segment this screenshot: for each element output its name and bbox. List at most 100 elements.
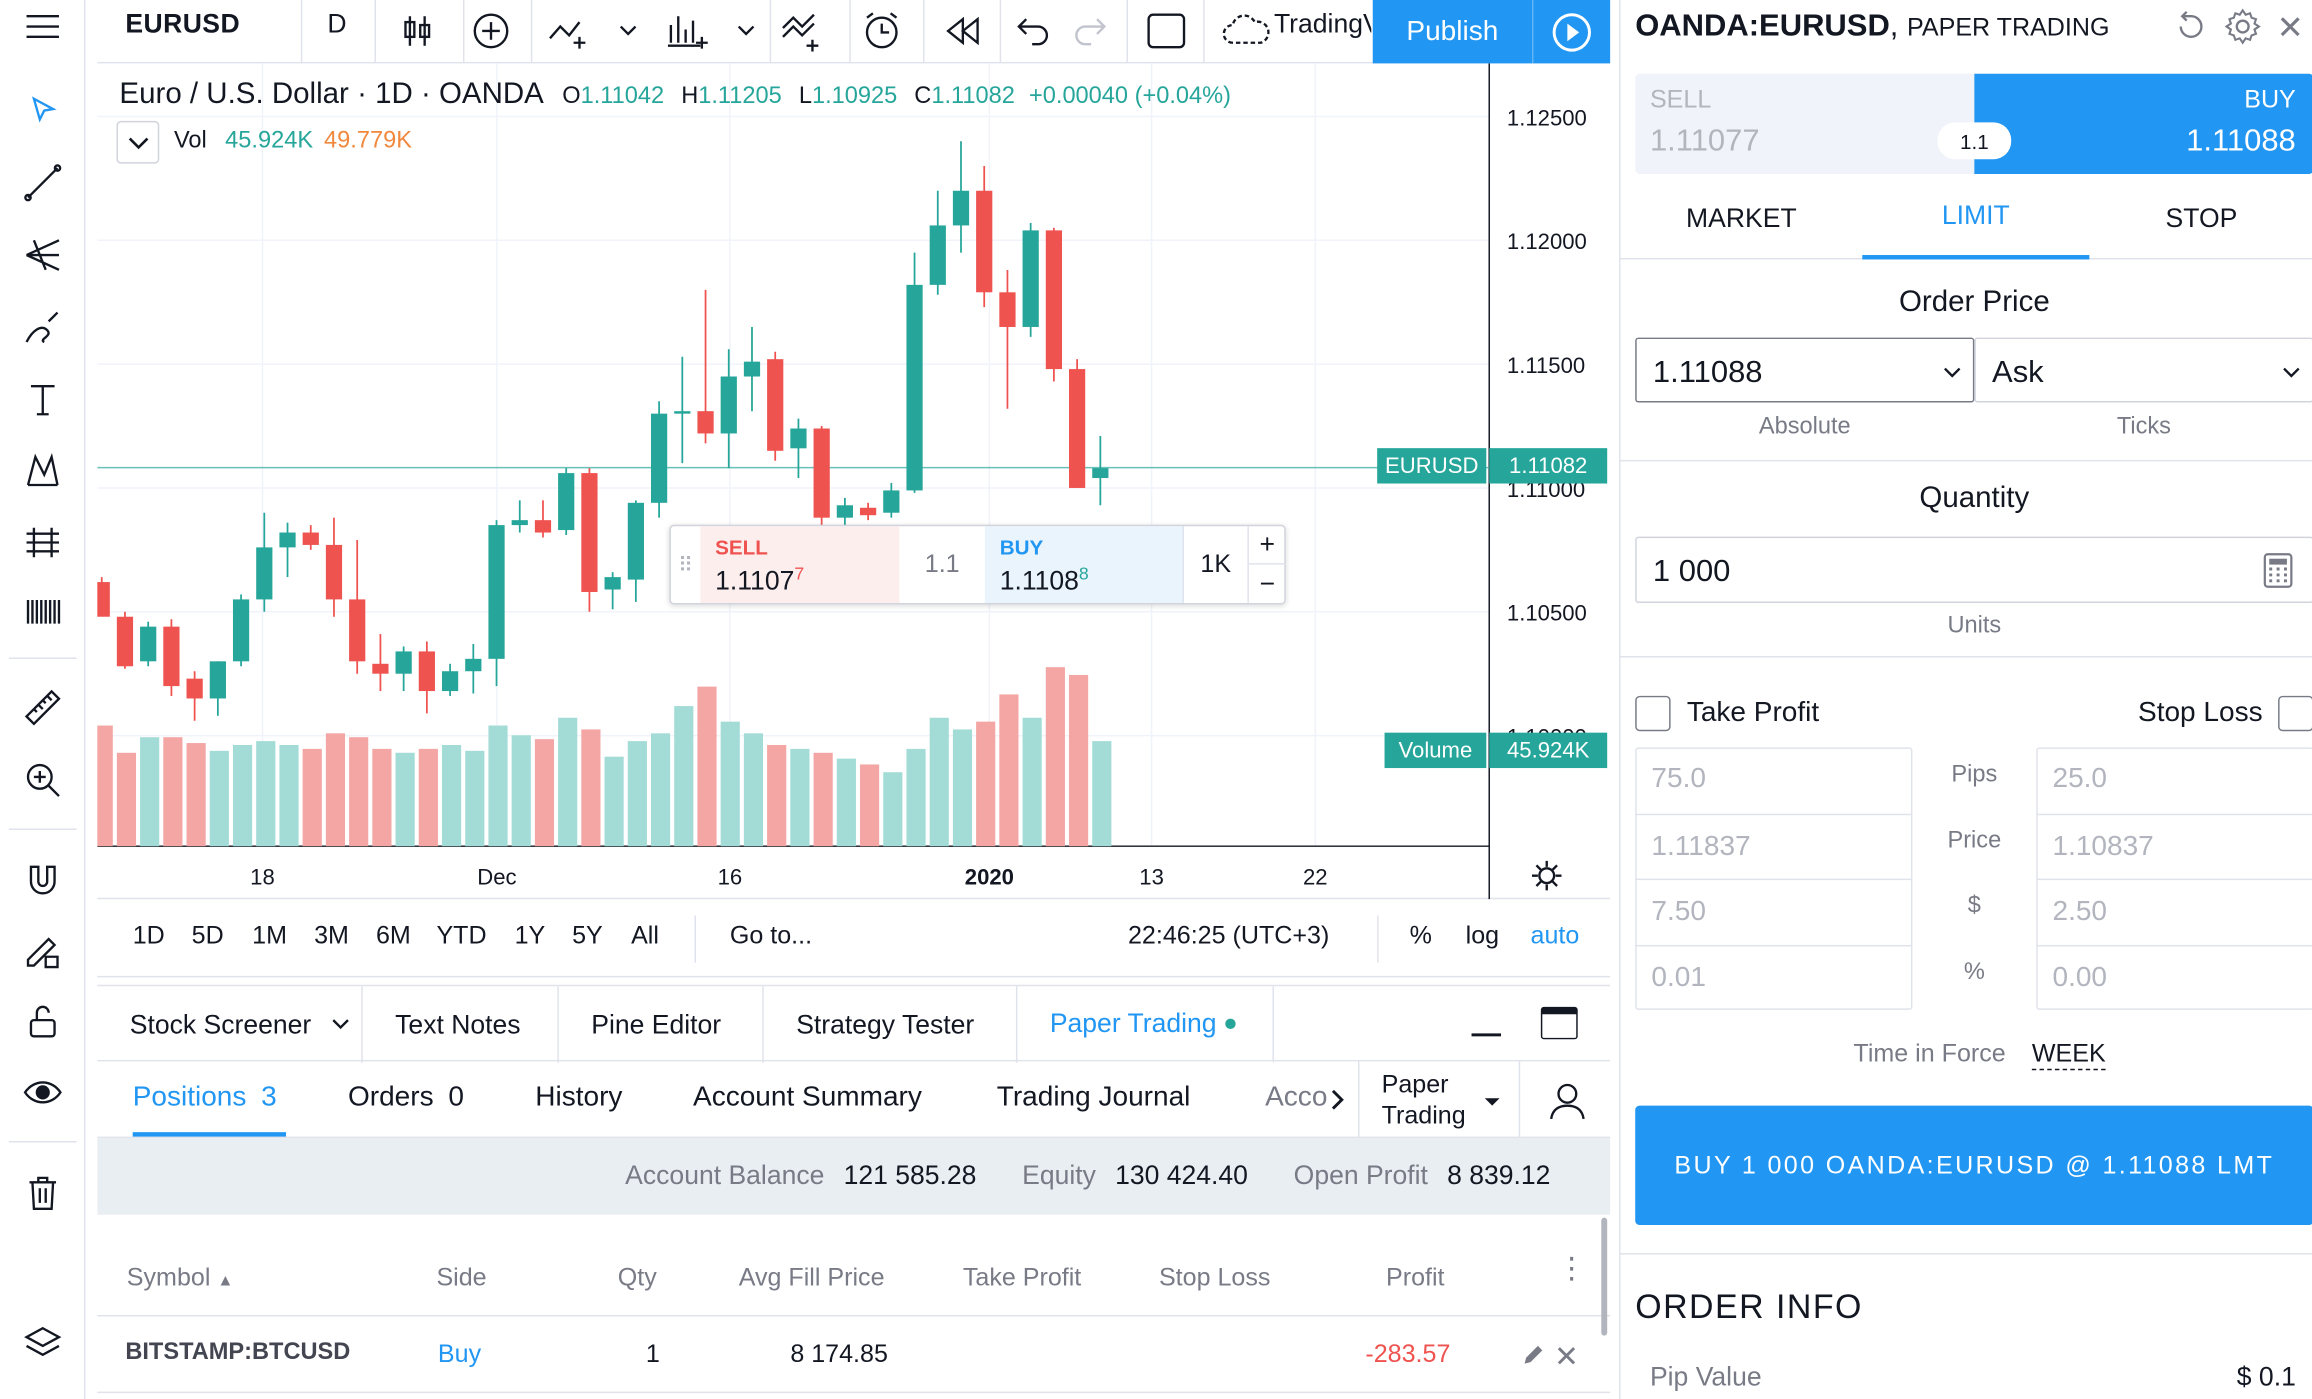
take-profit-percent-input[interactable]: 0.01 — [1635, 944, 1913, 1009]
drag-handle-icon[interactable]: ⠿ — [678, 552, 694, 576]
account-user-icon[interactable] — [1547, 1081, 1588, 1130]
replay-icon[interactable] — [938, 6, 988, 56]
log-toggle[interactable]: log — [1465, 921, 1500, 950]
minimize-icon[interactable] — [1471, 1013, 1502, 1037]
stop-loss-checkbox[interactable] — [2278, 695, 2312, 732]
stop-loss-price-input[interactable]: 1.10837 — [2036, 813, 2312, 878]
qty-minus-button[interactable]: − — [1247, 564, 1285, 603]
take-profit-usd-input[interactable]: 7.50 — [1635, 878, 1913, 944]
tab-pine-editor[interactable]: Pine Editor — [559, 986, 764, 1063]
cloud-icon[interactable] — [1218, 6, 1271, 56]
legend-collapse-button[interactable] — [116, 120, 160, 164]
goto-button[interactable]: Go to... — [729, 921, 813, 950]
range-all[interactable]: All — [631, 921, 659, 950]
zoom-icon[interactable] — [16, 755, 69, 805]
trash-icon[interactable] — [16, 1168, 69, 1218]
take-profit-checkbox[interactable] — [1635, 695, 1671, 732]
range-1d[interactable]: 1D — [132, 921, 165, 950]
undo-icon[interactable] — [1012, 6, 1056, 56]
col-side[interactable]: Side — [436, 1263, 487, 1292]
pattern-icon[interactable] — [16, 445, 69, 495]
col-take-profit[interactable]: Take Profit — [962, 1263, 1082, 1292]
subtab-trading-journal[interactable]: Trading Journal — [996, 1082, 1191, 1114]
close-icon[interactable]: ✕ — [1554, 1341, 1579, 1374]
compare-icon[interactable] — [469, 6, 513, 56]
subtab-history[interactable]: History — [535, 1082, 623, 1114]
trend-line-icon[interactable] — [16, 158, 69, 208]
range-ytd[interactable]: YTD — [436, 921, 487, 950]
scrollbar-thumb[interactable] — [1601, 1217, 1608, 1336]
order-price-input[interactable]: 1.11088 — [1635, 337, 1975, 403]
redo-icon[interactable] — [1068, 6, 1112, 56]
magnet-icon[interactable] — [16, 855, 69, 905]
sell-button[interactable]: SELL 1.11077 — [1635, 73, 1975, 174]
take-profit-price-input[interactable]: 1.11837 — [1635, 813, 1913, 878]
close-icon[interactable]: ✕ — [2276, 8, 2304, 46]
tab-strategy-tester[interactable]: Strategy Tester — [764, 986, 1018, 1063]
publish-button[interactable]: Publish — [1372, 0, 1532, 64]
gear-icon[interactable] — [2224, 7, 2262, 53]
submit-order-button[interactable]: BUY 1 000 OANDA:EURUSD @ 1.11088 LMT — [1635, 1105, 2312, 1226]
table-row[interactable]: BITSTAMP:BTCUSD Buy 1 8 174.85 -283.57 ✕ — [97, 1316, 1611, 1394]
auto-toggle[interactable]: auto — [1530, 921, 1580, 950]
chevron-right-icon[interactable] — [1330, 1088, 1345, 1119]
tab-stock-screener[interactable]: Stock Screener — [97, 986, 363, 1063]
alert-icon[interactable] — [858, 6, 905, 56]
lock-icon[interactable] — [16, 997, 69, 1047]
menu-icon[interactable] — [16, 3, 69, 53]
tab-stop[interactable]: STOP — [2165, 202, 2238, 233]
floating-buy-button[interactable]: BUY 1.11088 — [984, 526, 1183, 603]
col-profit[interactable]: Profit — [1386, 1263, 1445, 1292]
fullscreen-icon[interactable] — [1141, 6, 1191, 56]
subtab-account-summary[interactable]: Account Summary — [693, 1082, 922, 1114]
templates-icon[interactable] — [779, 6, 829, 56]
symbol-search[interactable]: EURUSD — [125, 8, 241, 39]
subtab-overflow[interactable]: Acco — [1265, 1082, 1328, 1114]
range-6m[interactable]: 6M — [375, 921, 411, 950]
bar-style-icon[interactable] — [395, 6, 439, 56]
pitchfork-icon[interactable] — [16, 230, 69, 280]
subtab-orders[interactable]: Orders 0 — [348, 1082, 464, 1114]
range-5y[interactable]: 5Y — [572, 921, 603, 950]
interval-selector[interactable]: D — [327, 8, 347, 39]
col-avg-fill[interactable]: Avg Fill Price — [738, 1263, 885, 1292]
chart-area[interactable]: 1.125001.120001.115001.110001.105001.100… — [97, 63, 1611, 900]
range-3m[interactable]: 3M — [314, 921, 349, 950]
play-icon[interactable] — [1531, 0, 1611, 64]
price-ref-select[interactable]: Ask — [1974, 337, 2312, 403]
financials-icon[interactable] — [664, 6, 714, 56]
take-profit-pips-input[interactable]: 75.0 — [1635, 747, 1912, 812]
tab-market[interactable]: MARKET — [1686, 202, 1797, 233]
layout-name[interactable]: TradingV — [1273, 8, 1372, 39]
range-1y[interactable]: 1Y — [514, 921, 546, 950]
eye-icon[interactable] — [16, 1067, 69, 1117]
col-symbol[interactable]: Symbol ▲ — [127, 1263, 234, 1292]
percent-toggle[interactable]: % — [1409, 921, 1432, 950]
reset-icon[interactable] — [2173, 9, 2208, 52]
cursor-icon[interactable] — [16, 86, 69, 136]
chevron-down-icon[interactable] — [1483, 1091, 1501, 1118]
stop-loss-usd-input[interactable]: 2.50 — [2036, 878, 2312, 944]
tab-paper-trading[interactable]: Paper Trading — [1017, 986, 1274, 1063]
chevron-down-icon[interactable] — [734, 6, 758, 56]
brush-icon[interactable] — [16, 302, 69, 352]
subtab-positions[interactable]: Positions 3 — [133, 1082, 277, 1114]
price-chart[interactable]: 1.125001.120001.115001.110001.105001.100… — [97, 63, 1610, 900]
layers-icon[interactable] — [16, 1318, 69, 1368]
range-1m[interactable]: 1M — [252, 921, 287, 950]
clock-label[interactable]: 22:46:25 (UTC+3) — [1127, 921, 1330, 950]
prediction-icon[interactable] — [16, 517, 69, 567]
tif-select[interactable]: WEEK — [2031, 1039, 2106, 1071]
maximize-icon[interactable] — [1540, 1006, 1578, 1040]
quantity-input[interactable]: 1 000 — [1635, 536, 2312, 603]
table-menu-icon[interactable]: ⋮ — [1557, 1253, 1587, 1286]
tab-limit[interactable]: LIMIT — [1862, 177, 2090, 260]
tab-text-notes[interactable]: Text Notes — [363, 986, 559, 1063]
col-qty[interactable]: Qty — [617, 1263, 657, 1292]
range-5d[interactable]: 5D — [191, 921, 224, 950]
indicators-icon[interactable] — [546, 6, 596, 56]
buy-button[interactable]: BUY 1.11088 — [1974, 73, 2312, 174]
stop-loss-percent-input[interactable]: 0.00 — [2036, 944, 2312, 1009]
ruler-icon[interactable] — [16, 683, 69, 733]
stay-in-drawing-icon[interactable] — [16, 926, 69, 976]
